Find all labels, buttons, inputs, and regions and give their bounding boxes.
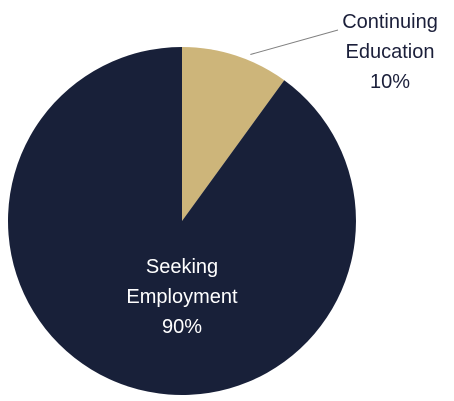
leader-lines <box>250 29 339 55</box>
data-label-line: Seeking <box>146 256 218 278</box>
data-label-line: Education <box>346 41 435 63</box>
leader-line-continuing-education <box>250 29 339 55</box>
data-label-line: Continuing <box>342 11 438 33</box>
data-label-percent: 10% <box>370 71 410 93</box>
pie-slices <box>7 47 356 395</box>
data-label-line: Employment <box>126 286 238 308</box>
data-label-percent: 90% <box>162 316 202 338</box>
pie-slice-seeking-employment <box>7 47 356 395</box>
data-label-continuing-education: Continuing Education 10% <box>342 11 438 93</box>
pie-slice-continuing-education <box>182 47 285 221</box>
data-labels: Continuing Education 10% Seeking Employment 9… <box>126 11 437 338</box>
data-label-seeking-employment: Seeking Employment 90% <box>126 256 238 338</box>
